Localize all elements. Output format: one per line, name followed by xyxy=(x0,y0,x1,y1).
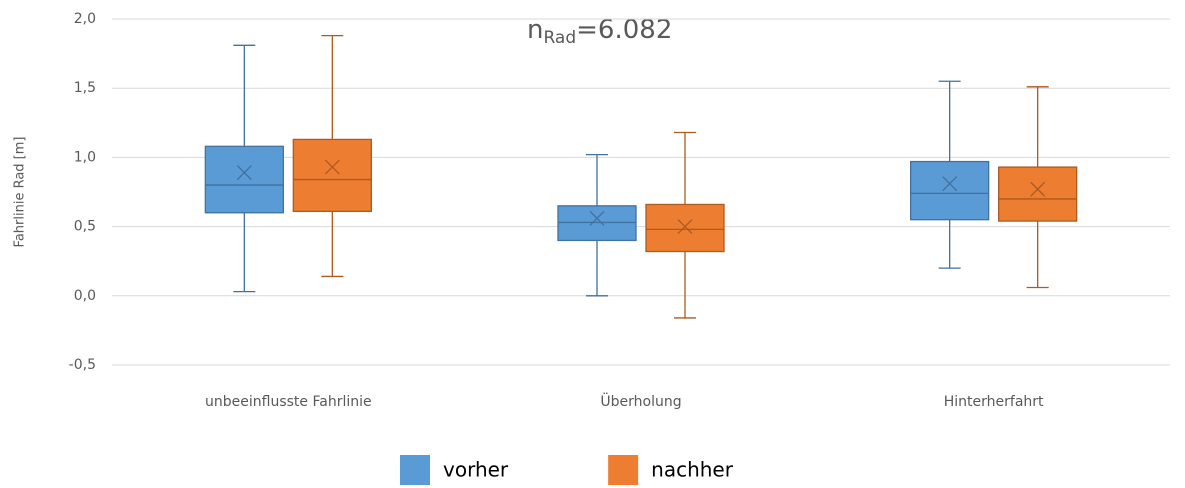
x-tick-label: Überholung xyxy=(600,392,681,410)
whisker-top xyxy=(938,80,961,162)
mean-marker xyxy=(942,176,958,192)
y-tick-label: -0,5 xyxy=(69,357,96,373)
y-tick-label: 0,0 xyxy=(74,288,96,304)
x-tick-label: unbeeinflusste Fahrlinie xyxy=(205,394,372,410)
whisker-bottom xyxy=(1026,221,1049,289)
whisker-bottom xyxy=(233,212,256,293)
y-axis-label: Fahrlinie Rad [m] xyxy=(13,137,28,248)
mean-marker xyxy=(324,159,340,175)
annotation: nRad=6.082 xyxy=(527,15,672,49)
mean-marker xyxy=(1030,181,1046,197)
box xyxy=(910,160,990,221)
box xyxy=(998,166,1078,222)
annotation-subscript: Rad xyxy=(543,28,576,48)
y-tick-label: 1,5 xyxy=(74,80,96,96)
y-tick-label: 0,5 xyxy=(74,219,96,235)
whisker-top xyxy=(321,34,344,140)
box xyxy=(645,203,725,253)
legend-label: nachher xyxy=(651,458,734,482)
box xyxy=(292,138,372,213)
mean-marker xyxy=(677,219,693,235)
legend-swatch xyxy=(608,455,639,485)
whisker-bottom xyxy=(586,240,608,297)
box xyxy=(204,145,284,214)
whisker-top xyxy=(233,44,256,147)
x-tick-label: Hinterherfahrt xyxy=(944,394,1044,410)
y-tick-label: 1,0 xyxy=(74,149,96,165)
legend-swatch xyxy=(400,455,430,485)
whisker-top xyxy=(674,131,696,205)
whisker-bottom xyxy=(321,211,344,278)
whisker-top xyxy=(1026,86,1049,168)
mean-marker xyxy=(236,165,252,181)
whisker-bottom xyxy=(674,251,696,319)
whisker-top xyxy=(586,153,608,206)
whisker-bottom xyxy=(938,219,961,269)
y-tick-label: 2,0 xyxy=(74,11,96,27)
box xyxy=(557,205,637,242)
annotation-main: n xyxy=(527,15,543,45)
legend-label: vorher xyxy=(443,458,509,482)
mean-marker xyxy=(589,210,605,226)
